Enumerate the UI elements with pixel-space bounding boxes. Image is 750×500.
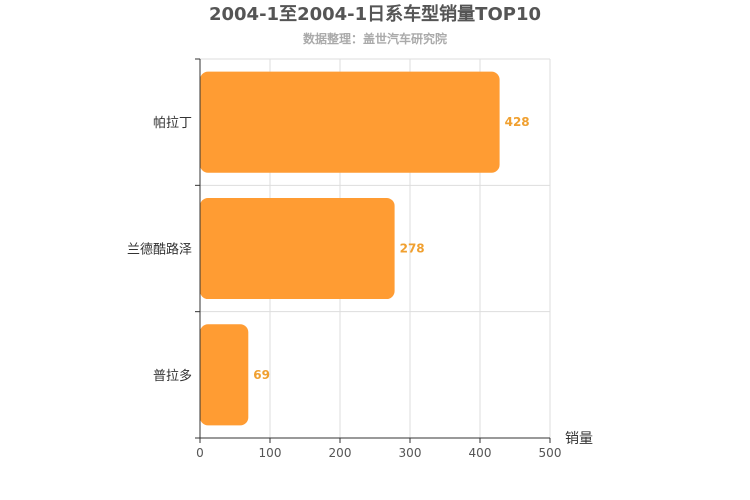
- x-axis-title: 销量: [565, 431, 593, 447]
- bar: [200, 197, 395, 300]
- bar: [200, 324, 249, 426]
- data-label: 428: [505, 115, 530, 129]
- data-label: 278: [400, 242, 425, 256]
- bars: 428 278 69: [200, 71, 530, 426]
- chart-title: 2004-1至2004-1日系车型销量TOP10: [209, 3, 541, 25]
- bar: [200, 71, 500, 173]
- y-tick-label: 兰德酷路泽: [127, 242, 192, 258]
- x-tick-label: 300: [399, 446, 422, 460]
- x-tick-label: 500: [539, 446, 562, 460]
- chart-subtitle: 数据整理：盖世汽车研究院: [303, 31, 447, 46]
- y-tick-label: 帕拉丁: [153, 116, 192, 131]
- x-tick-label: 0: [196, 446, 204, 460]
- x-tick-label: 200: [329, 446, 352, 460]
- y-tick-label: 普拉多: [153, 368, 192, 384]
- x-tick-label: 100: [259, 446, 282, 460]
- x-tick-label: 400: [469, 446, 492, 460]
- data-label: 69: [253, 368, 270, 382]
